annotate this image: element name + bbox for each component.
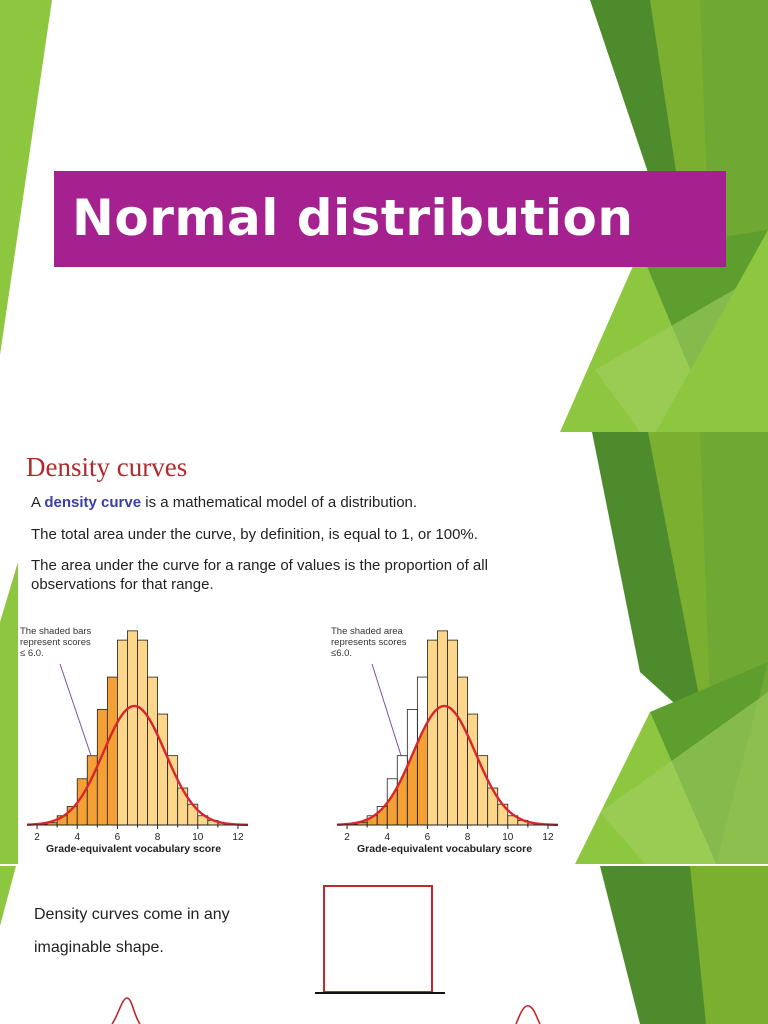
annotation-pointer [59, 663, 92, 757]
definition-suffix: is a mathematical model of a distributio… [141, 494, 418, 511]
left-histogram-chart: 2 4 6 8 10 12 [26, 630, 249, 843]
total-area-line: The total area under the curve, by defin… [31, 526, 478, 543]
x-tick-label: 10 [502, 832, 514, 843]
right-chart-xlabel: Grade-equivalent vocabulary score [357, 843, 533, 855]
x-tick-label: 6 [425, 832, 431, 843]
left-annotation-line-3: ≤ 6.0. [20, 648, 44, 659]
title-banner: Normal distribution [54, 171, 726, 267]
histogram-bar [447, 639, 458, 826]
left-chart-annotation: The shaded bars represent scores ≤ 6.0. [20, 626, 91, 659]
histogram-bar [467, 713, 479, 826]
x-tick-label: 8 [155, 832, 161, 843]
slide-1: Normal distribution [0, 0, 768, 432]
normal-density-curve [336, 704, 559, 827]
slide-title: Normal distribution [72, 189, 634, 247]
histogram-bar [437, 630, 448, 826]
left-annotation-line-1: The shaded bars [20, 626, 92, 637]
histogram-bar [427, 639, 438, 826]
x-tick-label: 8 [465, 832, 471, 843]
x-tick-label: 12 [232, 832, 244, 843]
right-chart-annotation: The shaded area represents scores ≤6.0. [331, 626, 407, 659]
right-annotation-line-3: ≤6.0. [331, 648, 353, 659]
slide-heading: Density curves [26, 452, 188, 482]
example-shapes [111, 885, 541, 1024]
x-tick-label: 2 [34, 832, 40, 843]
x-tick-label: 4 [74, 832, 80, 843]
normal-density-curve [26, 704, 249, 827]
annotation-pointer [371, 663, 402, 757]
definition-prefix: A [31, 494, 45, 511]
right-density-chart: 2 4 6 8 10 12 [336, 630, 559, 843]
peak-curve-right [515, 1004, 541, 1024]
uniform-density-shape [323, 885, 433, 993]
x-tick-label: 12 [542, 832, 554, 843]
shape-text-line-1: Density curves come in any [34, 906, 230, 923]
x-tick-label: 2 [344, 832, 350, 843]
slide-3: Density curves come in any imaginable sh… [0, 866, 768, 1024]
definition-term: density curve [44, 494, 142, 511]
peak-curve-left [111, 997, 141, 1024]
histogram-bar [477, 755, 489, 826]
x-tick-label: 4 [384, 832, 390, 843]
x-tick-label: 10 [192, 832, 204, 843]
right-annotation-line-1: The shaded area [331, 626, 403, 637]
range-line-2: observations for that range. [31, 576, 214, 593]
left-annotation-line-2: represent scores [20, 637, 91, 648]
range-line-1: The area under the curve for a range of … [31, 557, 488, 574]
shaded-area [337, 722, 428, 825]
histogram-bar [457, 676, 468, 826]
decorative-green-shapes [0, 0, 768, 432]
slide-2: Density curves A density curve is a math… [0, 432, 768, 864]
left-chart-xlabel: Grade-equivalent vocabulary score [46, 843, 222, 855]
decorative-green-shapes [0, 432, 768, 864]
x-tick-label: 6 [115, 832, 121, 843]
decorative-green-shapes [0, 866, 768, 1024]
definition-line: A density curve is a mathematical model … [31, 494, 417, 511]
shape-text-line-2: imaginable shape. [34, 939, 164, 956]
right-annotation-line-2: represents scores [331, 637, 407, 648]
